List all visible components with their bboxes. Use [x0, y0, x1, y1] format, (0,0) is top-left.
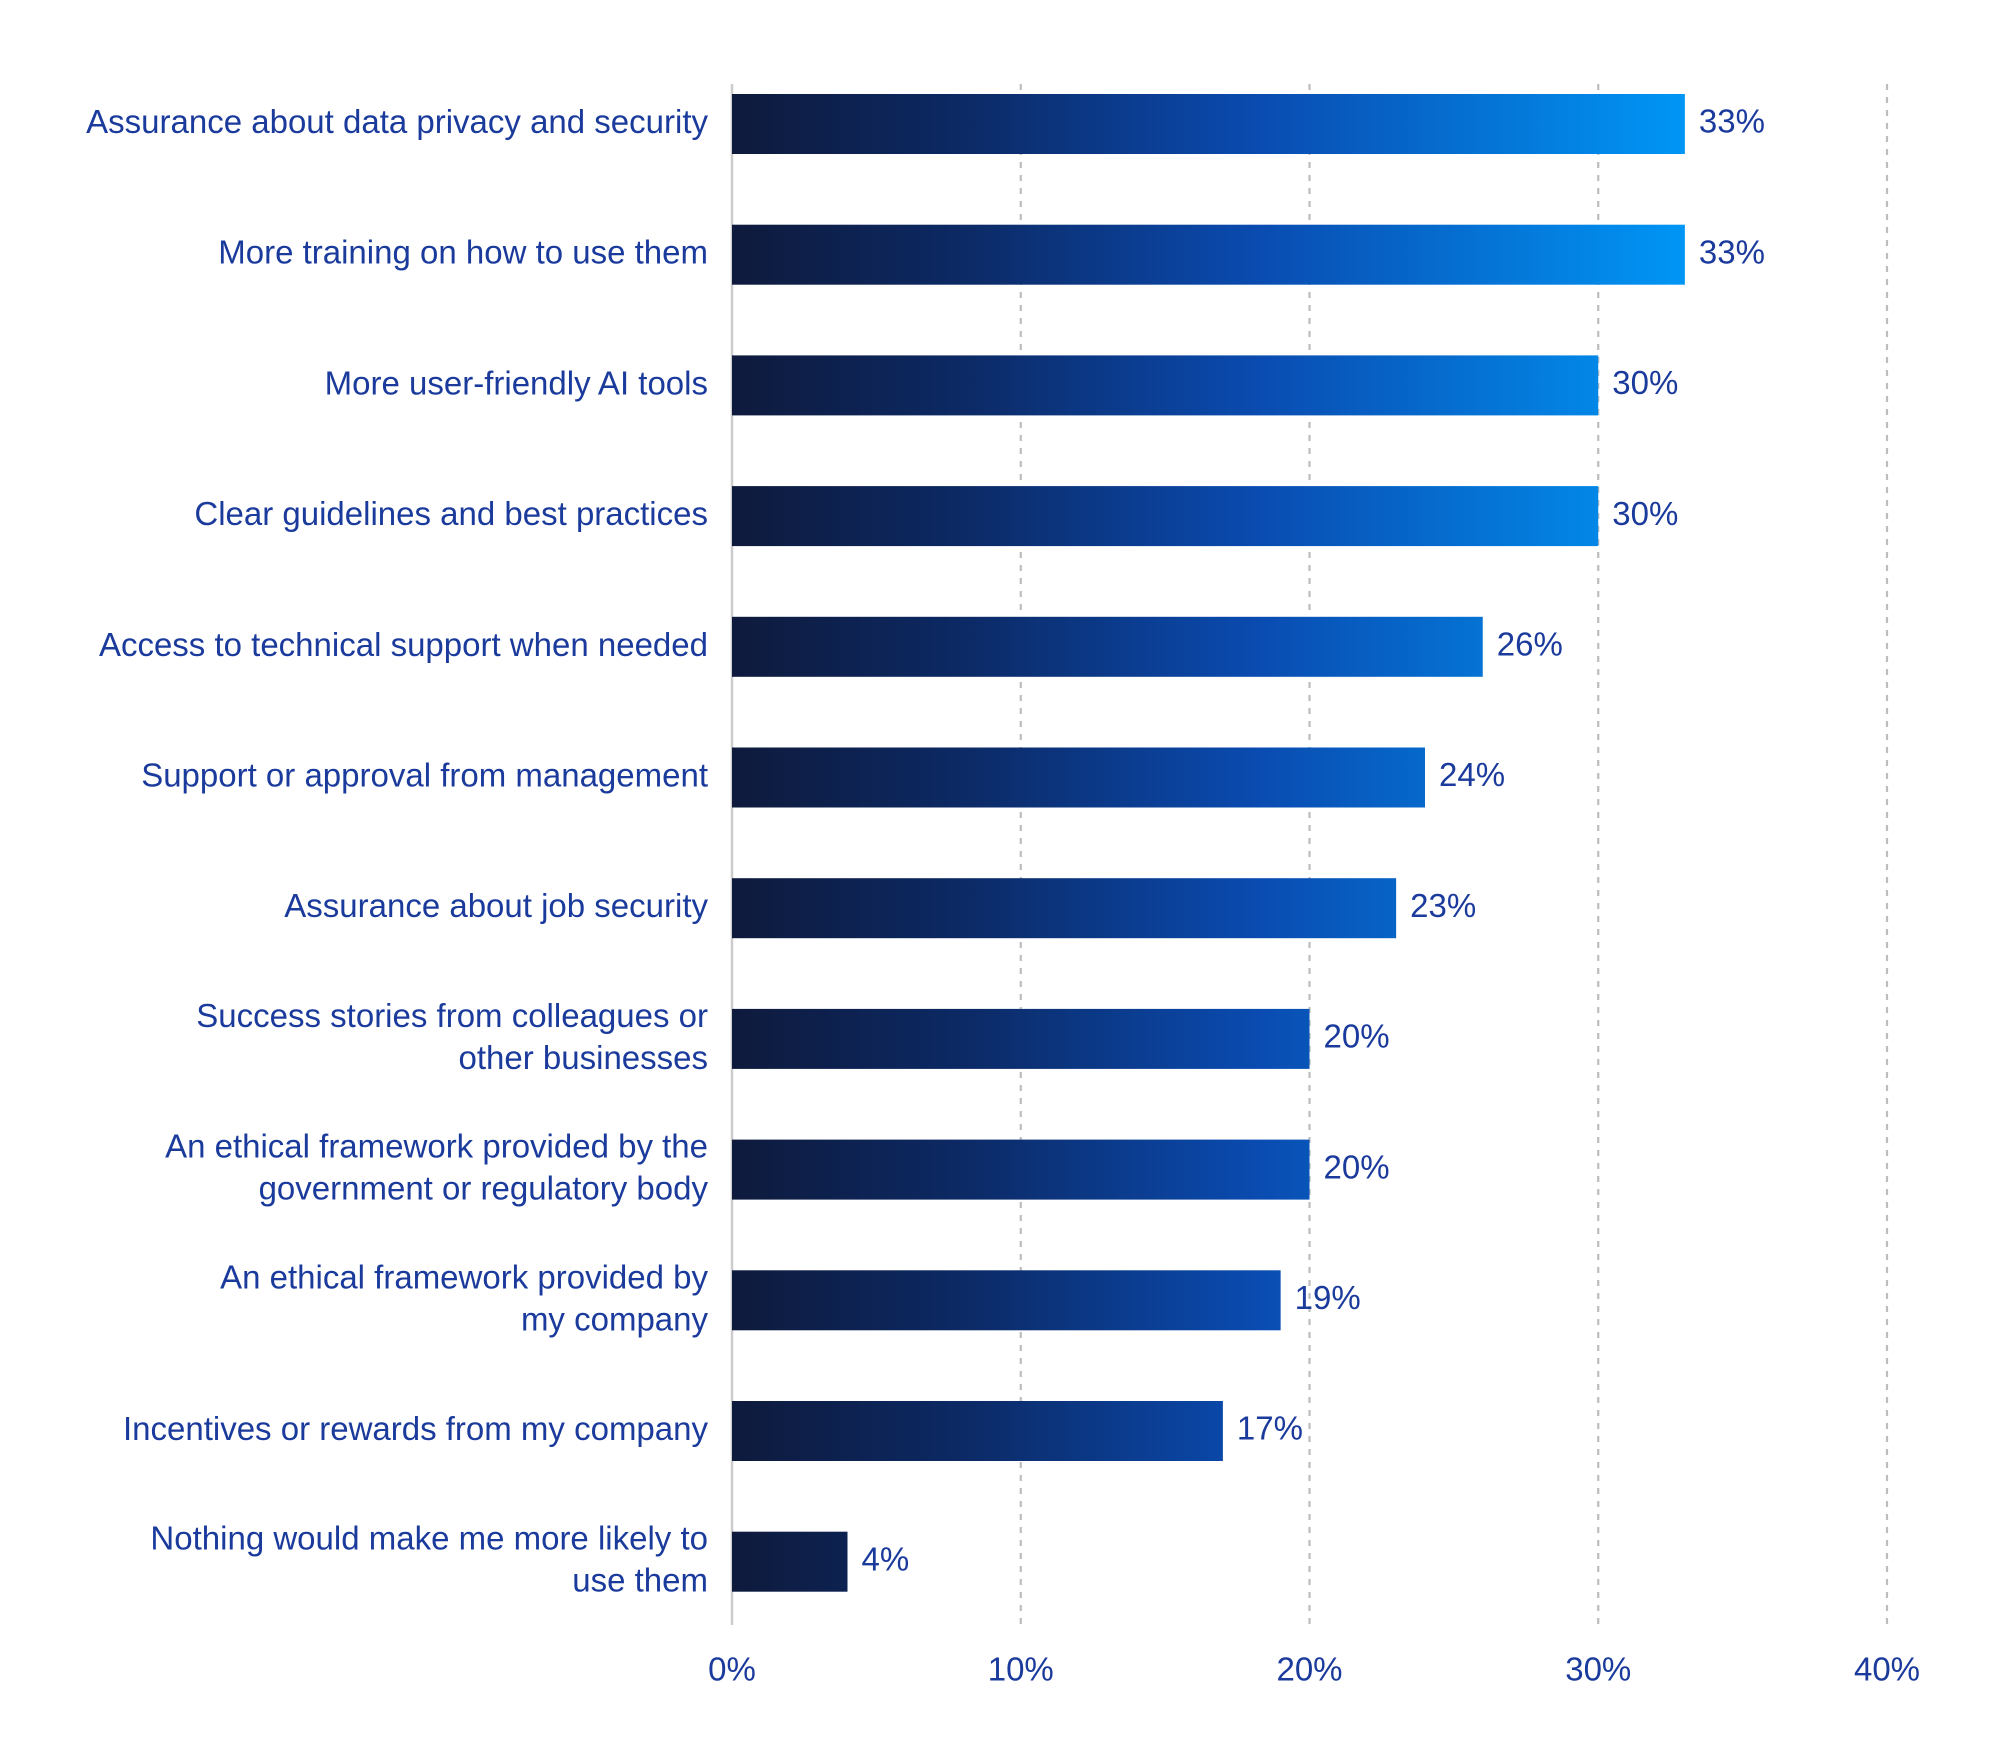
value-label-3: 30%	[1612, 495, 1678, 532]
bar-4	[732, 616, 1483, 677]
x-tick-label-0: 0%	[708, 1651, 756, 1688]
category-label-line: Incentives or rewards from my company	[123, 1410, 709, 1447]
grid-lines	[1019, 84, 1889, 1625]
bar-6	[732, 878, 1397, 939]
bar-1	[732, 224, 1685, 285]
category-label-line: Access to technical support when needed	[99, 626, 708, 663]
bars	[732, 94, 1685, 1592]
value-labels: 33% 33% 30% 30% 26% 24% 23% 20% 20% 19% 17% 4%	[862, 103, 1765, 1578]
value-label-9: 19%	[1295, 1279, 1361, 1316]
bar-9	[732, 1270, 1281, 1331]
category-label-2: More user-friendly AI tools	[325, 364, 708, 401]
category-label-4: Access to technical support when needed	[99, 626, 708, 663]
x-tick-label-10: 10%	[988, 1651, 1054, 1688]
category-label-line: An ethical framework provided by	[220, 1258, 708, 1295]
x-axis-tick-labels: 0% 10% 20% 30% 40%	[708, 1651, 1920, 1688]
category-label-line: Success stories from colleagues or	[196, 997, 708, 1034]
category-label-5: Support or approval from management	[141, 756, 708, 793]
category-label-8: An ethical framework provided by the gove…	[165, 1127, 708, 1206]
bar-0	[732, 94, 1685, 154]
value-label-6: 23%	[1410, 887, 1476, 924]
bar-7	[732, 1008, 1310, 1069]
x-tick-label-20: 20%	[1276, 1651, 1342, 1688]
category-label-line: Assurance about data privacy and securit…	[86, 103, 708, 140]
bar-11	[732, 1531, 848, 1592]
value-label-7: 20%	[1324, 1018, 1390, 1055]
value-label-4: 26%	[1497, 626, 1563, 663]
category-label-line: other businesses	[459, 1039, 708, 1076]
category-label-1: More training on how to use them	[218, 233, 708, 270]
x-tick-label-30: 30%	[1565, 1651, 1631, 1688]
category-labels: Assurance about data privacy and securit…	[86, 103, 708, 1599]
category-label-10: Incentives or rewards from my company	[123, 1410, 709, 1447]
value-label-0: 33%	[1699, 103, 1765, 140]
category-label-line: Nothing would make me more likely to	[150, 1519, 708, 1556]
value-label-10: 17%	[1237, 1410, 1303, 1447]
category-label-6: Assurance about job security	[284, 887, 708, 924]
category-label-line: An ethical framework provided by the	[165, 1127, 708, 1164]
bar-3	[732, 486, 1599, 547]
category-label-line: More training on how to use them	[218, 233, 708, 270]
bar-5	[732, 747, 1425, 808]
category-label-11: Nothing would make me more likely to use …	[150, 1519, 708, 1598]
x-tick-label-40: 40%	[1854, 1651, 1920, 1688]
value-label-5: 24%	[1439, 756, 1505, 793]
value-label-11: 4%	[862, 1540, 910, 1577]
category-label-line: Clear guidelines and best practices	[194, 495, 708, 532]
category-label-3: Clear guidelines and best practices	[194, 495, 708, 532]
category-label-7: Success stories from colleagues or other …	[196, 997, 708, 1076]
category-label-line: use them	[572, 1561, 708, 1598]
category-label-line: Support or approval from management	[141, 756, 708, 793]
category-label-line: government or regulatory body	[259, 1169, 709, 1206]
value-label-8: 20%	[1324, 1148, 1390, 1185]
category-label-line: More user-friendly AI tools	[325, 364, 708, 401]
value-label-2: 30%	[1612, 364, 1678, 401]
bar-2	[732, 355, 1599, 416]
category-label-9: An ethical framework provided by my compa…	[220, 1258, 708, 1337]
category-label-line: Assurance about job security	[284, 887, 708, 924]
category-label-line: my company	[521, 1300, 709, 1337]
bar-8	[732, 1139, 1310, 1200]
value-label-1: 33%	[1699, 233, 1765, 270]
bar-10	[732, 1401, 1223, 1461]
category-label-0: Assurance about data privacy and securit…	[86, 103, 708, 140]
